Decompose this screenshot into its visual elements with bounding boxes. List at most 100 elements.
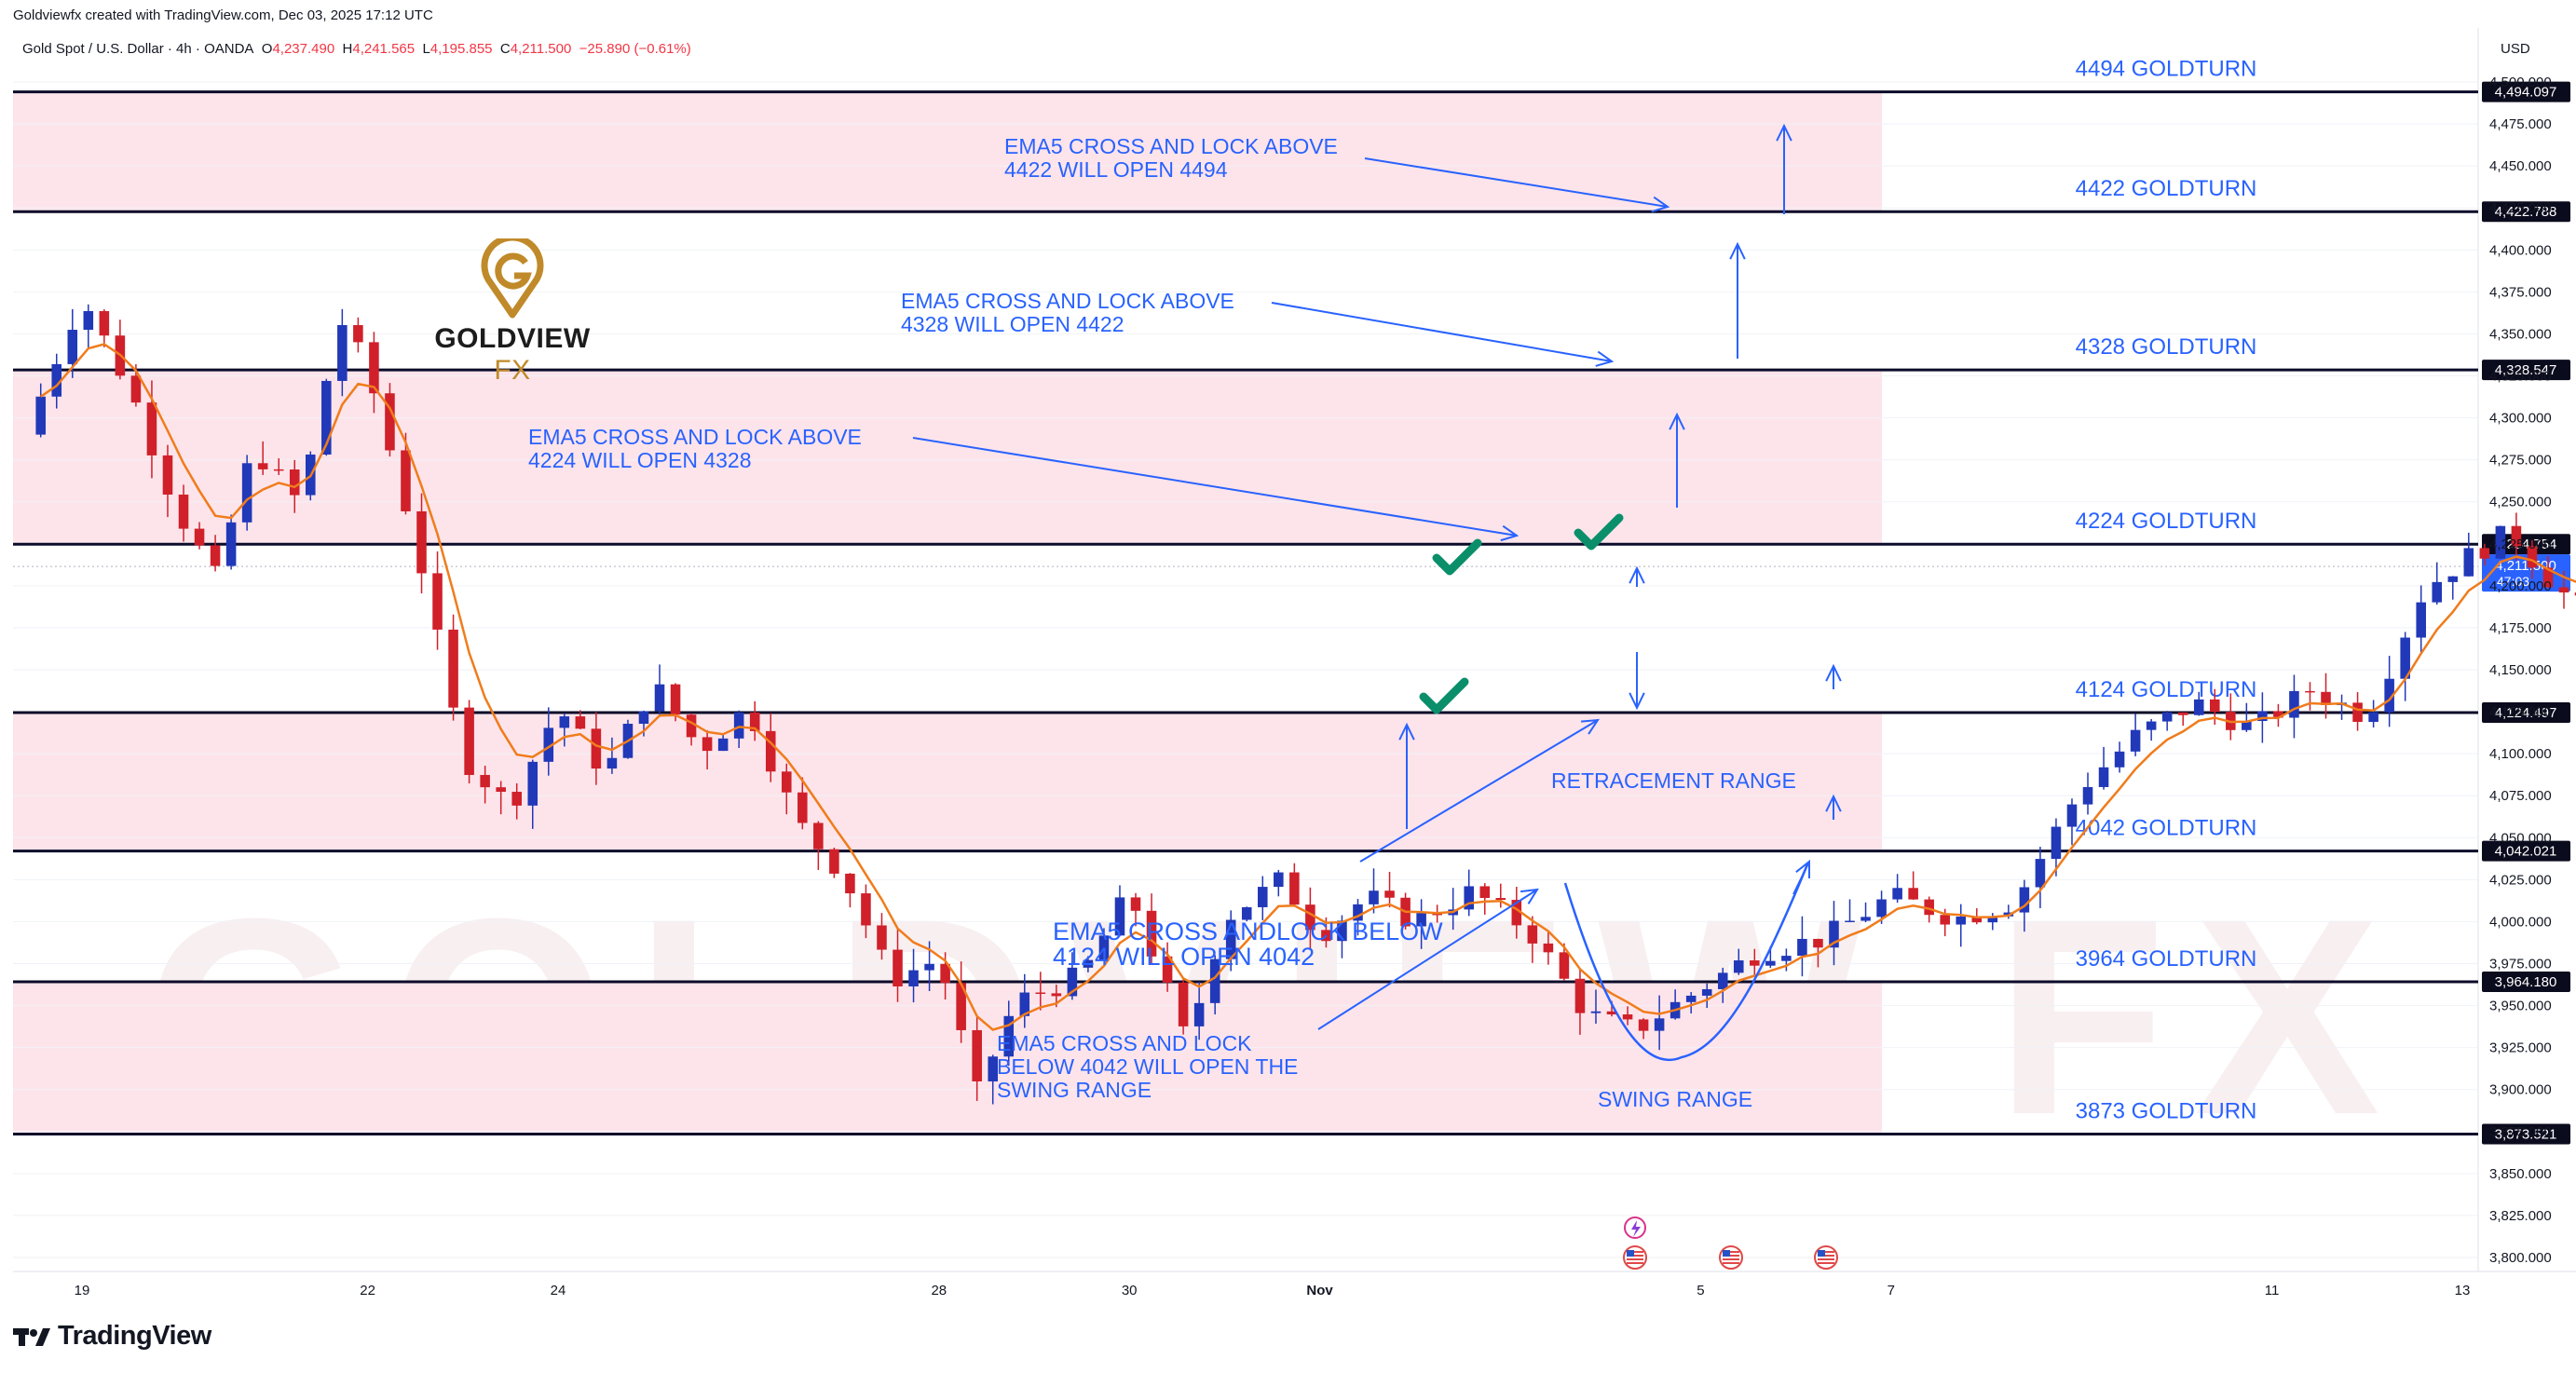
candle — [733, 710, 744, 749]
candle-body — [1146, 910, 1157, 957]
candle — [1733, 948, 1744, 975]
y-tick-label: 4,500.000 — [2489, 75, 2552, 90]
arrow — [912, 437, 1520, 542]
candle — [115, 319, 126, 380]
candle-body — [2463, 548, 2474, 577]
candle — [1574, 970, 1586, 1035]
candle — [1146, 893, 1157, 964]
chart-credit: Goldviewfx created with TradingView.com,… — [13, 7, 433, 23]
candle — [241, 455, 252, 531]
arrow-shaft — [1271, 302, 1613, 362]
candle — [1845, 899, 1855, 923]
candle-body — [2479, 548, 2490, 559]
candle — [2130, 714, 2141, 756]
annotation-line: EMA5 CROSS AND LOCK ABOVE — [901, 289, 1234, 313]
candle-body — [1590, 1011, 1601, 1013]
arrow-head — [1729, 241, 1746, 260]
arrow — [1364, 157, 1670, 213]
candle-body — [1464, 886, 1474, 910]
candle-body — [1701, 988, 1712, 996]
candle — [607, 737, 618, 774]
arrow-head — [1595, 350, 1615, 367]
candle-body — [353, 325, 363, 343]
candle — [1257, 876, 1268, 920]
candle — [829, 848, 839, 878]
candle — [861, 884, 871, 939]
candle — [1590, 989, 1601, 1024]
arrow-head — [1520, 888, 1539, 904]
candle-body — [2558, 587, 2569, 593]
candle — [448, 614, 458, 721]
candle-body — [2289, 690, 2299, 718]
swing-curve — [1563, 863, 1809, 1062]
candle-body — [178, 494, 189, 529]
candle — [2416, 585, 2426, 653]
candle — [1003, 1000, 1015, 1067]
y-tick-label: 4,325.000 — [2489, 369, 2552, 385]
x-axis[interactable]: 1922242830Nov5711131619212527Dec35911141… — [75, 1283, 2576, 1298]
candle-body — [1940, 915, 1950, 925]
candle-body — [2542, 567, 2554, 588]
lightning-event-icon — [1624, 1217, 1646, 1239]
candle — [1274, 869, 1284, 897]
candle-body — [591, 728, 602, 769]
candle-body — [1337, 920, 1347, 942]
tradingview-logo[interactable]: TradingView — [13, 1321, 211, 1352]
y-tick-label: 4,475.000 — [2489, 116, 2552, 132]
candle — [2321, 673, 2331, 719]
checks-layer — [1419, 513, 1624, 714]
candle-body — [257, 463, 268, 469]
candle-body — [861, 893, 871, 926]
level-price-label: 3,964.180 — [2495, 974, 2557, 990]
candle — [1685, 991, 1697, 1014]
candle-body — [2146, 721, 2157, 730]
candle — [337, 308, 348, 397]
x-tick-label: 19 — [75, 1283, 90, 1298]
x-tick-label: 30 — [1122, 1283, 1138, 1298]
candle-body — [988, 1056, 998, 1081]
flag-stripe — [1627, 1258, 1643, 1260]
candle — [1638, 1018, 1649, 1040]
level-price-label: 4,224.754 — [2495, 537, 2557, 552]
candle-body — [99, 310, 110, 336]
candle-body — [1527, 925, 1538, 944]
level-price-badge — [2482, 360, 2570, 381]
candle-body — [1225, 919, 1236, 959]
annotation-line: EMA5 CROSS ANDLOCK BELOW — [1053, 918, 1443, 945]
candle-body — [2384, 678, 2394, 713]
candle — [2051, 818, 2062, 877]
candle — [432, 551, 443, 650]
last-price-label: 4,211.500 — [2495, 558, 2556, 574]
candle — [1527, 916, 1538, 963]
candle — [1162, 942, 1173, 992]
y-tick-label: 3,800.000 — [2489, 1250, 2552, 1266]
candle — [2463, 532, 2474, 577]
candle-body — [1511, 900, 1522, 926]
symbol-name: Gold Spot / U.S. Dollar · 4h · OANDA — [22, 41, 254, 57]
annotation-line: 4124 WILL OPEN 4042 — [1053, 943, 1315, 971]
check-icon — [1432, 538, 1482, 576]
candle — [225, 514, 237, 570]
candle — [2289, 674, 2299, 739]
candle — [1035, 972, 1046, 1011]
candle — [591, 712, 602, 785]
candle — [2082, 772, 2093, 815]
level-name-label: 4422 GOLDTURN — [2076, 176, 2257, 201]
annotation-line: 4422 WILL OPEN 4494 — [1004, 157, 1228, 182]
candle — [496, 781, 506, 815]
annotation-line: EMA5 CROSS AND LOCK ABOVE — [528, 425, 862, 449]
candle-body — [2051, 826, 2062, 860]
candle-body — [2242, 721, 2252, 730]
candle-body — [1717, 972, 1728, 989]
currency-label[interactable]: USD — [2501, 41, 2530, 57]
candle — [2273, 703, 2283, 727]
candle-body — [2257, 711, 2268, 722]
flag-stripe — [1818, 1251, 1834, 1253]
candle-body — [893, 949, 903, 986]
arrow — [1792, 859, 1811, 895]
candle-body — [2114, 751, 2125, 768]
candle — [385, 383, 395, 457]
y-axis[interactable]: 3,800.000 3,825.000 3,850.000 3,875.000 3,90… — [2489, 75, 2552, 1266]
candle-body — [1274, 872, 1284, 888]
